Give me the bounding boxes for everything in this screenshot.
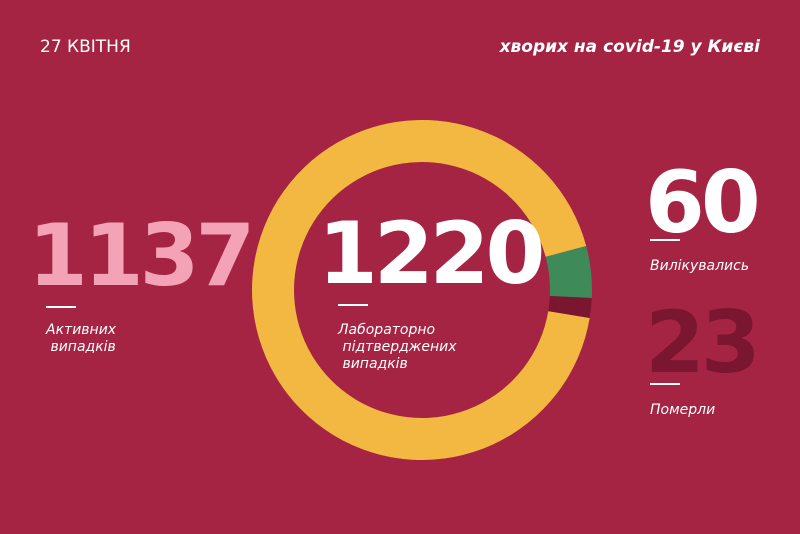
chart-title: хворих на covid-19 у Києві (499, 37, 762, 57)
label-line: Лабораторно (337, 322, 435, 338)
donut (251, 120, 592, 461)
date: 27 КВІТНЯ (40, 37, 131, 57)
label-line: підтверджених (338, 339, 457, 355)
total-value: 1220 (318, 204, 542, 304)
recovered-label: Вилікувались (650, 258, 749, 274)
active-label: Активних випадків (45, 322, 117, 355)
donut-segment (545, 246, 592, 299)
label-line: Активних (45, 322, 117, 338)
deaths-label: Померли (650, 402, 715, 418)
recovered-value: 60 (645, 153, 757, 253)
total-label: Лабораторно підтверджених випадків (337, 322, 457, 372)
donut-segment (548, 296, 592, 319)
label-line: випадків (46, 339, 116, 355)
active-value: 1137 (28, 206, 251, 306)
label-line: випадків (338, 356, 408, 372)
deaths-value: 23 (645, 293, 757, 393)
